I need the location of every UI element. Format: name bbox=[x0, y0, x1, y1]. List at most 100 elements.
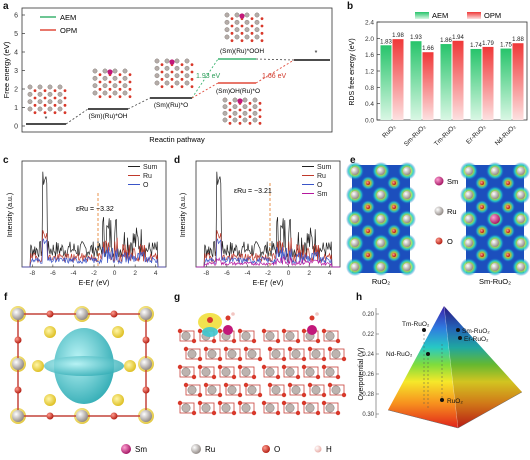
ru-atom bbox=[181, 403, 191, 413]
o-atom bbox=[98, 87, 102, 91]
sm-atom bbox=[107, 69, 113, 75]
o-atom bbox=[341, 356, 347, 362]
ru-atom bbox=[12, 410, 24, 422]
o-atom bbox=[250, 24, 254, 28]
ru-atom bbox=[403, 263, 411, 271]
point-label: RuO₂ bbox=[447, 398, 463, 405]
y-tick-label: 2 bbox=[14, 87, 18, 94]
panel-h: h Overpotential (V) 0.20 0.22 0.24 0.26 0.28… bbox=[354, 292, 530, 438]
ru-atom bbox=[252, 117, 258, 123]
o-atom bbox=[53, 103, 57, 107]
ru-atom bbox=[252, 110, 258, 116]
point-label: Er-RuO₂ bbox=[464, 336, 489, 343]
annotation-opm: 1.66 eV bbox=[262, 73, 286, 80]
ru-atom bbox=[351, 263, 359, 271]
o-atom bbox=[110, 310, 118, 318]
ru-atom bbox=[305, 403, 315, 413]
ru-atom bbox=[140, 308, 152, 320]
o-atom bbox=[160, 70, 164, 74]
x-tick-label: -8 bbox=[203, 270, 209, 277]
d-band-center: εRu = −3.21 bbox=[234, 188, 272, 195]
o-atom bbox=[243, 382, 249, 388]
ru-atom bbox=[12, 308, 24, 320]
ru-atom bbox=[241, 331, 251, 341]
octahedron bbox=[219, 402, 235, 414]
o-atom bbox=[217, 328, 223, 334]
y-tick-label: 0.30 bbox=[362, 412, 374, 418]
o-atom bbox=[230, 31, 234, 35]
panel-label: g bbox=[174, 292, 181, 303]
ru-atom bbox=[57, 91, 63, 97]
x-tick-label: Er-RuO₂ bbox=[465, 123, 488, 146]
legend-sm: Sm bbox=[135, 445, 147, 454]
ru-atom bbox=[325, 331, 335, 341]
o-atom bbox=[118, 80, 122, 84]
o-atom bbox=[43, 103, 47, 107]
o-atom bbox=[238, 121, 242, 125]
ru-atom bbox=[465, 263, 473, 271]
charge-lobe bbox=[124, 360, 136, 372]
o-atom bbox=[251, 374, 257, 380]
o-atom bbox=[260, 39, 264, 43]
ru-atom bbox=[154, 65, 160, 71]
ru-atom bbox=[76, 410, 88, 422]
o-atom bbox=[281, 364, 287, 370]
o-atom bbox=[46, 412, 54, 420]
legend-o: O bbox=[274, 445, 280, 454]
octahedron bbox=[289, 384, 305, 396]
o-atom bbox=[228, 121, 232, 125]
x-tick-label: Nd-RuO₂ bbox=[494, 123, 518, 147]
ru-atom bbox=[271, 349, 281, 359]
ru-atom bbox=[47, 106, 53, 112]
ru-atom bbox=[76, 308, 88, 320]
ru-atom bbox=[241, 367, 251, 377]
ru-atom bbox=[465, 167, 473, 175]
ru-atom bbox=[92, 90, 98, 96]
ru-atom bbox=[112, 68, 118, 74]
ru-atom bbox=[254, 12, 260, 18]
ru-atom bbox=[164, 73, 170, 79]
crystal-thumbnail bbox=[224, 12, 264, 43]
o-atom bbox=[238, 115, 242, 119]
ru-atom bbox=[154, 58, 160, 64]
o-atom bbox=[301, 356, 307, 362]
o-atom bbox=[53, 111, 57, 115]
data-point bbox=[426, 352, 430, 356]
y-axis-label: Intensity (a.u.) bbox=[7, 193, 14, 237]
octahedron bbox=[179, 366, 195, 378]
o-atom bbox=[217, 356, 223, 362]
panel-label: a bbox=[3, 1, 9, 12]
o-atom bbox=[191, 410, 197, 416]
ru-atom bbox=[140, 410, 152, 422]
ru-atom bbox=[47, 84, 53, 90]
ru-atom bbox=[351, 191, 359, 199]
point-label: Tm-RuO₂ bbox=[402, 321, 430, 328]
legend-opm: OPM bbox=[60, 26, 77, 35]
charge-lobe bbox=[44, 326, 56, 338]
ru-atom bbox=[187, 349, 197, 359]
o-atom bbox=[250, 31, 254, 35]
bar-aem bbox=[410, 41, 422, 120]
o-atom bbox=[197, 328, 203, 334]
octahedron bbox=[323, 402, 339, 414]
octahedron bbox=[283, 330, 299, 342]
legend-label: Ru bbox=[317, 173, 326, 180]
o-atom bbox=[260, 17, 264, 21]
ru-atom bbox=[102, 90, 108, 96]
y-tick-label: 0.26 bbox=[362, 372, 374, 378]
sm-atom bbox=[239, 13, 245, 19]
ru-atom bbox=[37, 106, 43, 112]
o-atom bbox=[197, 400, 203, 406]
legend-ru: Ru bbox=[447, 207, 457, 216]
legend-label: Sm bbox=[317, 191, 328, 198]
crystal-thumbnail bbox=[92, 68, 132, 99]
ru-atom bbox=[37, 84, 43, 90]
bar-aem bbox=[470, 48, 482, 121]
ru-atom bbox=[265, 403, 275, 413]
o-atom bbox=[170, 85, 174, 89]
point-label: Nd-RuO₂ bbox=[386, 351, 413, 358]
data-point bbox=[440, 398, 444, 402]
o-atom bbox=[243, 346, 249, 352]
charge-lobe bbox=[202, 327, 218, 337]
ru-atom bbox=[181, 367, 191, 377]
